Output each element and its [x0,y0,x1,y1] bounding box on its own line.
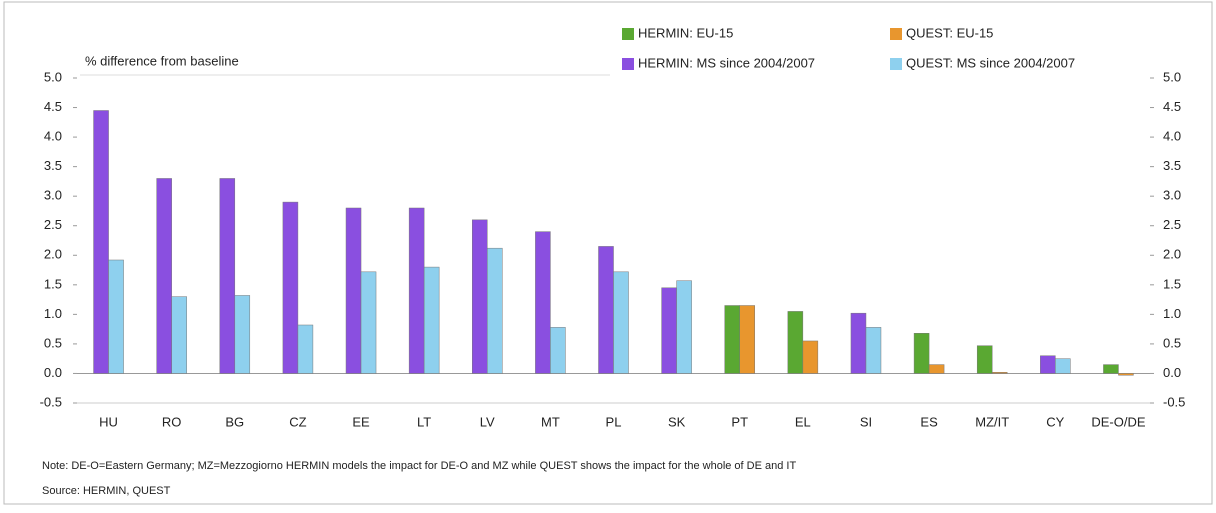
y2-tick-label: 4.5 [1163,99,1181,114]
x-tick-label: EE [352,414,370,429]
x-tick-label: ES [920,414,938,429]
bar [219,178,236,374]
bar [976,345,993,374]
x-tick-label: LT [417,414,431,429]
bar [282,201,299,374]
x-tick-label: HU [99,414,118,429]
x-tick-label: LV [480,414,495,429]
legend-swatch [622,28,634,40]
y-tick-label: 4.5 [44,99,62,114]
bar [676,280,692,374]
x-tick-label: SK [668,414,686,429]
legend-swatch [890,28,902,40]
bar [928,364,945,374]
x-tick-label: BG [225,414,244,429]
bar [865,327,882,374]
x-tick-label: EL [795,414,811,429]
bar [171,296,187,374]
bar [360,271,377,374]
legend-label: HERMIN: MS since 2004/2007 [638,55,815,70]
bar [408,207,425,374]
x-tick-label: CY [1046,414,1064,429]
bar [1040,355,1056,374]
bar [472,219,488,374]
y-tick-label: -0.5 [40,394,62,409]
bar [297,324,314,374]
x-tick-label: SI [860,414,872,429]
y2-tick-label: 2.0 [1163,247,1181,262]
x-tick-label: PT [731,414,748,429]
y-tick-label: 1.0 [44,306,62,321]
bar [1055,358,1071,374]
x-tick-label: MT [541,414,560,429]
y2-tick-label: 1.5 [1163,276,1181,291]
legend-label: HERMIN: EU-15 [638,25,733,40]
bar [108,259,124,374]
bar [787,311,804,374]
y2-tick-label: 5.0 [1163,69,1181,84]
bar [1118,373,1134,376]
x-tick-label: MZ/IT [975,414,1009,429]
bar [487,247,503,374]
bar [724,305,740,374]
y2-tick-label: 1.0 [1163,306,1181,321]
y-tick-label: 2.5 [44,217,62,232]
x-tick-label: DE-O/DE [1091,414,1146,429]
y-tick-label: 5.0 [44,69,62,84]
y-tick-label: 1.5 [44,276,62,291]
bar [850,312,867,374]
y-tick-label: 0.5 [44,335,62,350]
bar [991,372,1008,374]
legend-swatch [622,58,634,70]
source: Source: HERMIN, QUEST [42,485,171,497]
y-tick-label: 2.0 [44,247,62,262]
legend-label: QUEST: MS since 2004/2007 [906,55,1075,70]
y2-tick-label: 3.5 [1163,158,1181,173]
y2-tick-label: -0.5 [1163,394,1185,409]
legend-swatch [890,58,902,70]
y2-tick-label: 0.5 [1163,335,1181,350]
x-tick-label: PL [606,414,622,429]
bar [598,246,614,374]
bar [535,231,551,374]
y-tick-label: 4.0 [44,129,62,144]
bar [613,271,629,374]
bar [156,178,172,374]
y-axis-label: % difference from baseline [85,53,239,68]
y-tick-label: 3.5 [44,158,62,173]
bar [234,295,251,374]
y-tick-label: 3.0 [44,188,62,203]
frame [3,1,1213,505]
y2-tick-label: 4.0 [1163,129,1181,144]
bar [661,287,677,374]
y-tick-label: 0.0 [44,365,62,380]
bar [550,327,566,374]
y2-tick-label: 3.0 [1163,188,1181,203]
note: Note: DE-O=Eastern Germany; MZ=Mezzogior… [42,460,796,472]
x-tick-label: RO [162,414,182,429]
bar [802,340,819,374]
y2-tick-label: 0.0 [1163,365,1181,380]
bar [739,305,755,374]
legend-label: QUEST: EU-15 [906,25,993,40]
bar [423,266,440,374]
bar [345,207,362,374]
y2-tick-label: 2.5 [1163,217,1181,232]
bar [913,333,930,374]
bar [93,110,109,374]
bar [1103,364,1119,374]
x-tick-label: CZ [289,414,306,429]
